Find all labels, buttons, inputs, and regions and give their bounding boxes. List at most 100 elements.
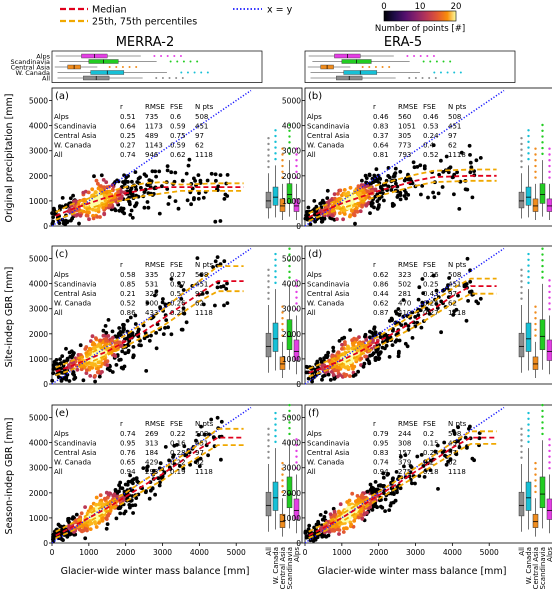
side-outlier [541, 270, 544, 274]
scatter-point [153, 492, 158, 497]
panel-label: (d) [308, 249, 322, 260]
top-outlier [449, 60, 452, 63]
scatter-point [377, 203, 381, 207]
scatter-point [173, 199, 178, 204]
stats-value: 0.44 [373, 290, 389, 298]
side-outlier [534, 461, 537, 465]
panel-frame [51, 245, 303, 385]
stats-value: 1118 [195, 151, 213, 159]
scatter-point [74, 213, 78, 218]
scatter-point [350, 195, 355, 200]
scatter-point [164, 318, 169, 322]
side-box [279, 356, 286, 370]
top-box-frame [51, 50, 263, 83]
stats-value: 0.46 [373, 113, 389, 121]
side-outlier [520, 297, 523, 300]
scatter-point [169, 277, 174, 281]
scatter-point [390, 201, 395, 206]
side-outlier [534, 467, 537, 471]
side-box-label: All [265, 547, 273, 556]
scatter-point [86, 190, 91, 195]
stats-region: All [54, 309, 63, 317]
scatter-point [406, 177, 411, 182]
scatter-point [353, 372, 358, 377]
stats-region: W. Canada [307, 142, 344, 150]
stats-value: 489 [145, 132, 158, 140]
scatter-point [111, 493, 116, 498]
side-outlier [520, 450, 523, 454]
scatter-point [345, 526, 349, 531]
p25-line [308, 179, 497, 222]
panel-frame [304, 87, 552, 227]
scatter-point [361, 364, 366, 369]
side-outlier [267, 142, 270, 146]
stats-region: Central Asia [54, 449, 96, 457]
scatter-point [336, 368, 340, 373]
stats-value: 1173 [145, 123, 163, 131]
scatter-point [65, 372, 70, 377]
scatter-point [218, 173, 223, 178]
scatter-point [123, 351, 128, 356]
scatter-point [219, 457, 223, 462]
stats-value: 62 [448, 142, 457, 150]
scatter-point [139, 185, 143, 190]
scatter-point [93, 362, 97, 367]
scatter-point [100, 370, 104, 374]
scatter-point [398, 454, 403, 459]
scatter-point [127, 503, 132, 507]
scatter-point [456, 425, 460, 430]
top-outlier [408, 77, 411, 79]
scatter-point [95, 370, 100, 375]
scatter-point [128, 213, 133, 217]
side-outlier [267, 297, 270, 300]
scatter-point [90, 361, 94, 366]
top-outlier [434, 77, 437, 79]
x-tick-label: 3000 [406, 548, 425, 557]
scatter-point [110, 370, 115, 374]
scatter-point [444, 154, 449, 159]
scatter-point [105, 363, 110, 367]
side-box [293, 339, 300, 361]
top-outlier [374, 66, 377, 68]
side-outlier [527, 129, 530, 132]
scatter-point [122, 511, 126, 516]
scatter-point [219, 419, 224, 424]
stats-value: 0.27 [170, 271, 186, 279]
scatter-point [336, 192, 340, 196]
scatter-point [391, 476, 395, 481]
scatter-point [385, 473, 390, 477]
x-tick-label: 5000 [480, 548, 499, 557]
stats-value: 0.65 [120, 459, 136, 467]
side-outlier [274, 146, 277, 149]
side-outlier [548, 461, 551, 464]
scatter-point [368, 335, 372, 340]
side-outlier [520, 439, 523, 442]
scatter-point [110, 329, 115, 334]
stats-value: 451 [195, 440, 208, 448]
scatter-point [213, 303, 217, 308]
scatter-point [393, 339, 398, 344]
stats-value: 328 [145, 290, 158, 298]
scatter-point [388, 503, 393, 508]
scatter-point [347, 197, 352, 201]
scatter-point [469, 165, 474, 170]
side-outlier [274, 152, 277, 155]
side-outlier [527, 423, 530, 426]
scatter-point [122, 364, 127, 369]
top-outlier [439, 71, 442, 74]
side-outlier [295, 449, 298, 453]
scatter-point [397, 349, 401, 354]
scatter-point [118, 480, 123, 485]
side-outlier [548, 290, 551, 294]
top-outlier [186, 71, 189, 74]
x-tick-label: 4000 [443, 548, 462, 557]
side-outlier [534, 473, 537, 476]
y-tick-label: 1000 [29, 197, 48, 206]
scatter-point [225, 173, 230, 177]
stats-value: 0.94 [120, 468, 136, 476]
scatter-point [412, 165, 417, 170]
scatter-point [355, 337, 359, 342]
stats-header: RMSE [398, 420, 418, 428]
side-outlier [281, 311, 284, 314]
scatter-point [225, 301, 230, 305]
